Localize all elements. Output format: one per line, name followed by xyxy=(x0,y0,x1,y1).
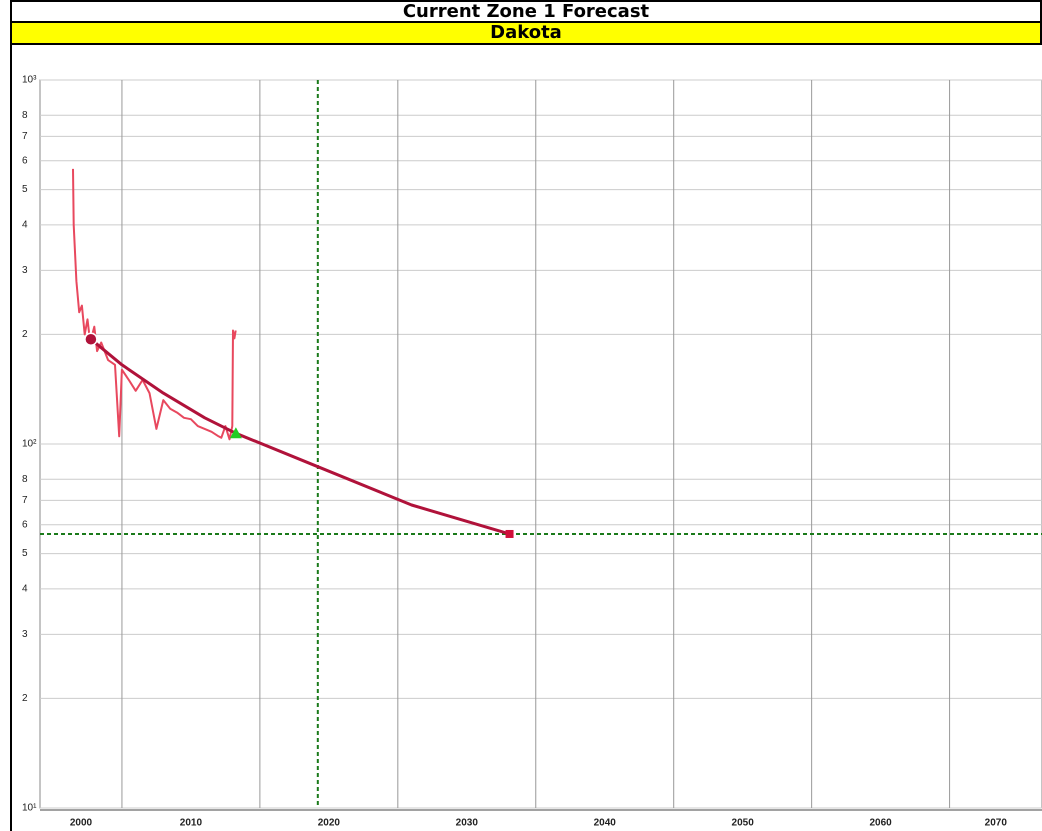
x-tick-label: 2030 xyxy=(456,818,479,829)
y-tick-label: 6 xyxy=(22,155,28,166)
y-tick-label: 4 xyxy=(22,583,28,594)
y-tick-label: 6 xyxy=(22,519,28,530)
marker xyxy=(505,529,514,538)
y-tick-label: 7 xyxy=(22,495,28,506)
y-tick-label: 7 xyxy=(22,131,28,142)
x-tick-label: 2070 xyxy=(985,818,1008,829)
y-tick-label: 2 xyxy=(22,693,28,704)
y-tick-label: 10¹ xyxy=(22,803,37,814)
x-tick-label: 2000 xyxy=(70,818,93,829)
marker xyxy=(84,332,98,346)
x-tick-label: 2040 xyxy=(594,818,617,829)
marker xyxy=(229,427,242,439)
x-tick-label: 2010 xyxy=(180,818,203,829)
y-tick-label: 2 xyxy=(22,329,28,340)
y-tick-label: 10² xyxy=(22,439,37,450)
y-tick-label: 4 xyxy=(22,219,28,230)
series-line xyxy=(72,168,237,441)
y-tick-label: 3 xyxy=(22,629,28,640)
y-tick-label: 5 xyxy=(22,548,28,559)
series-line xyxy=(89,338,510,536)
x-tick-label: 2020 xyxy=(318,818,341,829)
y-tick-label: 3 xyxy=(22,265,28,276)
y-tick-label: 8 xyxy=(22,474,28,485)
y-tick-label: 10³ xyxy=(22,75,37,86)
y-tick-label: 8 xyxy=(22,110,28,121)
x-tick-label: 2050 xyxy=(732,818,755,829)
y-tick-label: 5 xyxy=(22,184,28,195)
x-tick-label: 2060 xyxy=(869,818,892,829)
subtitle-bar: Dakota xyxy=(10,21,1042,45)
